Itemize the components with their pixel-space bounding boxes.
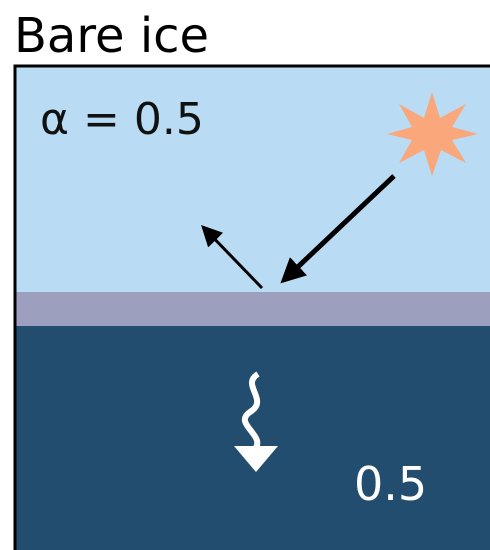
frame — [13, 64, 490, 550]
albedo-label: α = 0.5 — [40, 94, 204, 145]
absorbed-label: 0.5 — [354, 457, 427, 511]
sky — [16, 66, 490, 296]
absorbed-squiggle — [241, 371, 261, 453]
reflected-arrow — [201, 224, 264, 290]
title: Bare ice — [14, 8, 209, 64]
sun — [387, 92, 478, 176]
absorbed-arrowhead — [234, 446, 278, 472]
incoming-arrow — [280, 174, 396, 284]
ice-layer — [16, 292, 490, 327]
